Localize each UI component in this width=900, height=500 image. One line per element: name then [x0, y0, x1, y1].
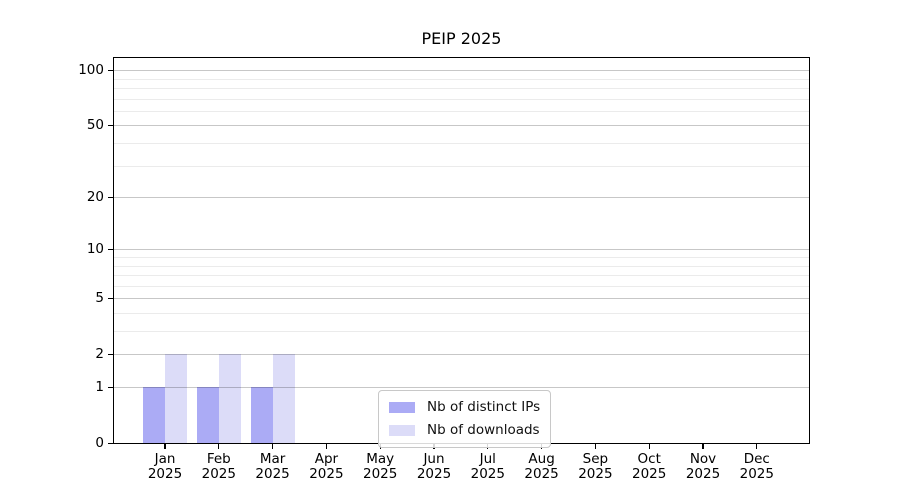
legend-label-downloads: Nb of downloads	[427, 422, 540, 438]
gridline-minor	[114, 110, 809, 112]
legend-label-distinct-ips: Nb of distinct IPs	[427, 399, 541, 415]
bar-distinct-ips	[196, 387, 219, 443]
bar-downloads	[165, 354, 187, 443]
x-axis-tick-label: Oct 2025	[632, 451, 667, 482]
gridline-minor	[114, 275, 809, 277]
gridline-minor	[114, 88, 809, 90]
gridline-major	[114, 354, 809, 356]
y-tick-mark	[108, 69, 113, 72]
gridline-minor	[114, 285, 809, 287]
gridline-major	[114, 249, 809, 251]
x-axis-tick-label: Nov 2025	[685, 451, 721, 482]
gridline-minor	[114, 265, 809, 267]
x-tick-mark	[218, 444, 220, 449]
y-axis-tick-label: 2	[95, 346, 104, 363]
gridline-minor	[114, 257, 809, 259]
chart-title: PEIP 2025	[421, 29, 502, 48]
y-axis-tick-label: 1	[95, 379, 104, 396]
y-tick-mark	[108, 196, 113, 198]
x-tick-mark	[164, 444, 166, 449]
gridline-major	[114, 197, 809, 199]
x-axis-tick-label: Jun 2025	[416, 451, 452, 482]
y-axis-tick-label: 5	[95, 290, 104, 307]
gridline-major	[114, 125, 809, 127]
y-tick-mark	[108, 442, 113, 444]
bar-distinct-ips	[143, 387, 165, 443]
y-axis-tick-label: 50	[86, 117, 104, 134]
legend: Nb of distinct IPs Nb of downloads	[378, 390, 552, 448]
x-tick-mark	[594, 444, 597, 449]
x-axis-tick-label: Mar 2025	[255, 451, 290, 482]
gridline-minor	[114, 98, 809, 100]
x-axis-tick-label: Apr 2025	[309, 451, 344, 482]
x-axis-tick-label: Dec 2025	[739, 451, 774, 482]
legend-item-distinct-ips: Nb of distinct IPs	[389, 399, 540, 416]
gridline-minor	[114, 78, 809, 80]
gridline-minor	[114, 313, 809, 314]
y-tick-mark	[108, 386, 113, 388]
bar-downloads	[218, 354, 241, 443]
gridline-minor	[114, 143, 809, 145]
y-axis-tick-label: 20	[86, 189, 104, 206]
y-axis-tick-label: 0	[95, 435, 104, 451]
legend-swatch-distinct-ips	[389, 402, 415, 413]
x-tick-mark	[648, 444, 650, 449]
gridline-major	[114, 387, 809, 389]
gridline-major	[114, 70, 809, 72]
x-tick-mark	[702, 444, 704, 449]
x-tick-mark	[756, 444, 758, 449]
gridline-major	[114, 298, 809, 300]
bar-downloads	[272, 354, 295, 443]
x-axis-tick-label: May 2025	[363, 451, 398, 482]
y-tick-mark	[108, 124, 113, 127]
x-tick-mark	[325, 444, 328, 449]
plot-area	[113, 57, 810, 444]
gridline-minor	[114, 165, 809, 167]
x-axis-tick-label: Feb 2025	[201, 451, 236, 482]
x-tick-mark	[272, 444, 274, 449]
x-axis-tick-label: Jul 2025	[470, 451, 505, 482]
y-axis-tick-label: 10	[86, 241, 104, 258]
y-axis-tick-label: 100	[78, 62, 104, 79]
gridline-minor	[114, 331, 809, 333]
y-tick-mark	[108, 297, 113, 300]
x-axis-tick-label: Sep 2025	[578, 451, 613, 482]
bar-distinct-ips	[250, 387, 273, 443]
y-tick-mark	[108, 353, 113, 356]
legend-item-downloads: Nb of downloads	[389, 422, 540, 439]
x-axis-tick-label: Jan 2025	[147, 451, 183, 482]
legend-swatch-downloads	[389, 425, 415, 436]
x-axis-tick-label: Aug 2025	[524, 451, 559, 482]
y-tick-mark	[108, 248, 113, 251]
